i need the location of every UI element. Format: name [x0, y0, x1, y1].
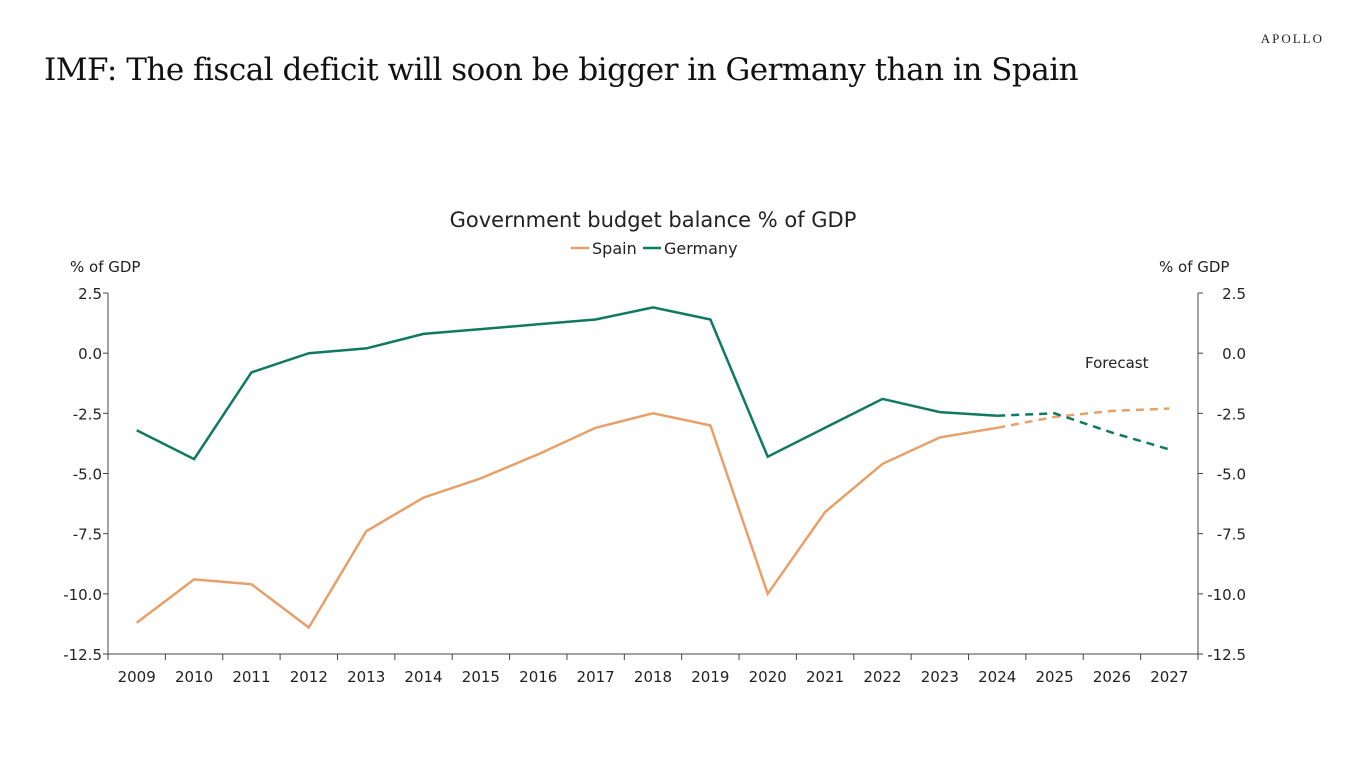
y-tick-label-left: -5.0 — [73, 466, 102, 484]
y-axis-label-left: % of GDP — [70, 258, 140, 276]
x-tick-label: 2020 — [749, 668, 787, 686]
y-tick-label-left: -7.5 — [73, 526, 102, 544]
y-tick-label-left: -10.0 — [63, 586, 102, 604]
apollo-logo: APOLLO — [1260, 31, 1324, 46]
y-tick-label-right: -2.5 — [1217, 405, 1246, 423]
x-tick-label: 2019 — [691, 668, 729, 686]
y-tick-label-right: 0.0 — [1222, 345, 1246, 363]
x-tick-label: 2022 — [863, 668, 901, 686]
x-tick-label: 2017 — [577, 668, 615, 686]
x-tick-label: 2025 — [1035, 668, 1073, 686]
series-forecast-line-germany — [997, 412, 1170, 451]
y-tick-label-left: -12.5 — [63, 646, 102, 664]
y-tick-label-right: -7.5 — [1217, 526, 1246, 544]
y-tick-label-left: 2.5 — [78, 285, 102, 303]
legend-label-spain: Spain — [592, 239, 637, 258]
x-tick-label: 2021 — [806, 668, 844, 686]
y-axis-label-right: % of GDP — [1159, 258, 1229, 276]
x-tick-label: 2014 — [404, 668, 442, 686]
x-tick-label: 2011 — [232, 668, 270, 686]
y-tick-label-right: -12.5 — [1207, 646, 1246, 664]
y-tick-label-right: -10.0 — [1207, 586, 1246, 604]
y-tick-label-left: -2.5 — [73, 405, 102, 423]
page-title: IMF: The fiscal deficit will soon be big… — [44, 52, 1079, 88]
x-tick-label: 2012 — [290, 668, 328, 686]
legend: Spain Germany — [571, 239, 738, 258]
x-tick-label: 2009 — [118, 668, 156, 686]
forecast-annotation: Forecast — [1085, 354, 1149, 372]
chart-title: Government budget balance % of GDP — [450, 208, 857, 232]
y-tick-label-right: -5.0 — [1217, 466, 1246, 484]
x-tick-label: 2027 — [1150, 668, 1188, 686]
x-tick-label: 2015 — [462, 668, 500, 686]
x-tick-label: 2026 — [1093, 668, 1131, 686]
x-tick-label: 2018 — [634, 668, 672, 686]
legend-label-germany: Germany — [664, 239, 738, 258]
x-tick-label: 2024 — [978, 668, 1016, 686]
y-tick-label-left: 0.0 — [78, 345, 102, 363]
x-tick-label: 2016 — [519, 668, 557, 686]
series-line-spain — [135, 412, 998, 630]
series-line-germany — [136, 306, 998, 461]
x-tick-label: 2013 — [347, 668, 385, 686]
x-tick-label: 2023 — [921, 668, 959, 686]
y-tick-label-right: 2.5 — [1222, 285, 1246, 303]
series-forecast-line-spain — [996, 407, 1170, 430]
x-tick-label: 2010 — [175, 668, 213, 686]
